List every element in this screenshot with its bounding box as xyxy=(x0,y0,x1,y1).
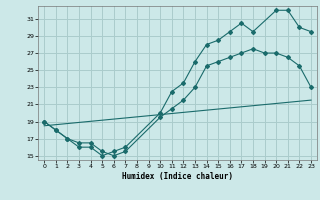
X-axis label: Humidex (Indice chaleur): Humidex (Indice chaleur) xyxy=(122,172,233,181)
